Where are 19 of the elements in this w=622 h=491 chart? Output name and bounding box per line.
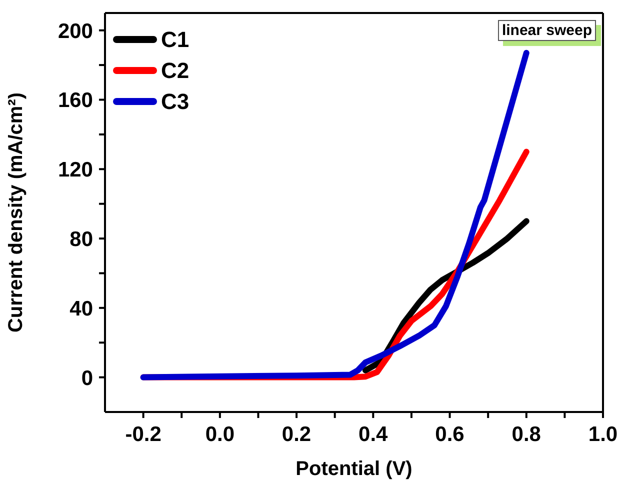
- y-tick-label: 160: [58, 89, 93, 112]
- x-tick-label: 0.0: [205, 422, 235, 446]
- y-tick-label: 40: [70, 297, 93, 320]
- y-tick-label: 0: [81, 366, 93, 390]
- legend-label: C3: [161, 88, 190, 114]
- legend-label: C1: [161, 26, 190, 52]
- y-tick-label: 120: [58, 158, 93, 182]
- x-tick-label: 0.6: [435, 422, 464, 446]
- y-tick-label: 200: [58, 20, 93, 43]
- x-tick-label: 1.0: [588, 422, 618, 446]
- y-tick-label: 80: [70, 228, 93, 251]
- x-tick-label: 0.8: [512, 422, 542, 446]
- x-axis-title: Potential (V): [296, 458, 412, 480]
- annotation: linear sweep: [498, 20, 596, 41]
- x-tick-label: 0.4: [358, 422, 388, 446]
- x-tick-label: -0.2: [125, 422, 162, 446]
- x-tick-label: 0.2: [282, 422, 312, 446]
- legend-label: C2: [161, 58, 190, 84]
- y-axis-title: Current density (mA/cm²): [5, 92, 28, 333]
